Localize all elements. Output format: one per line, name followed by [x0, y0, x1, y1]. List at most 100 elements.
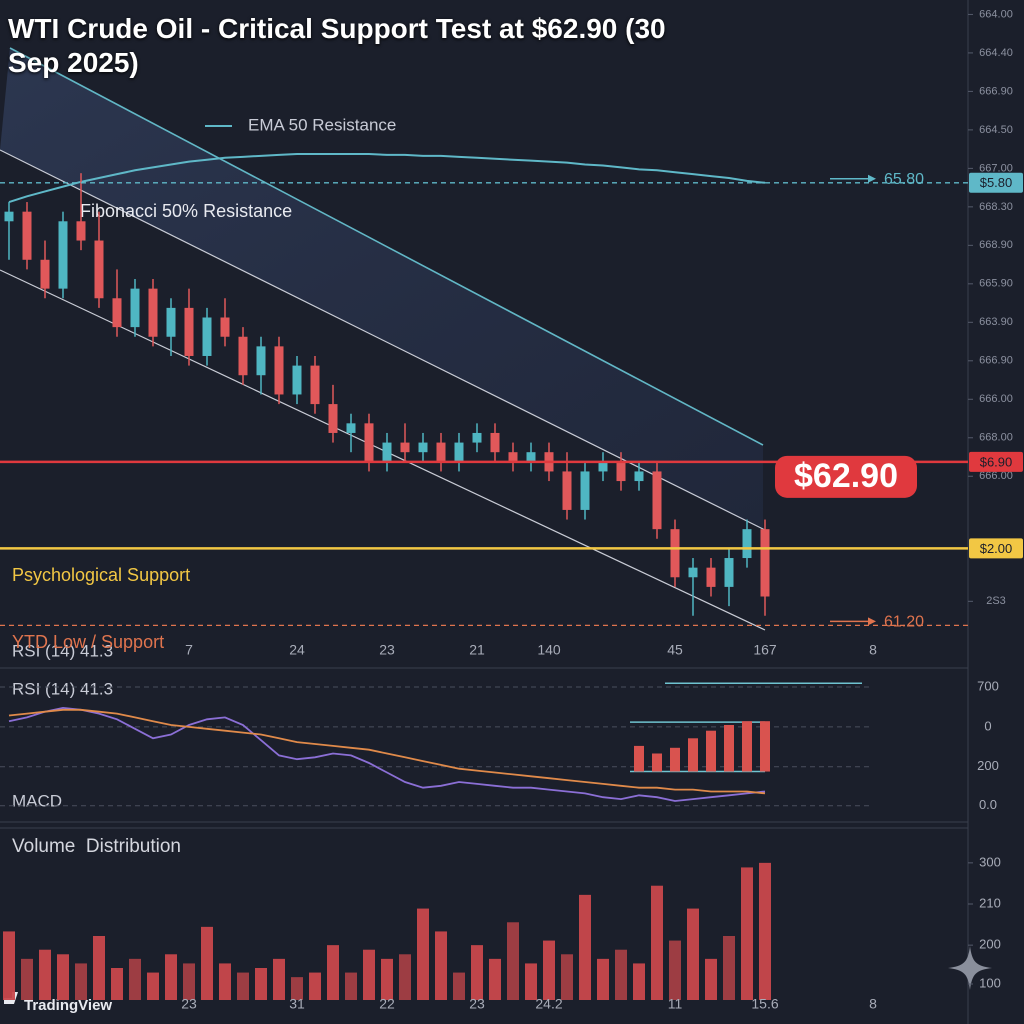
y-tick-label: 667.00 [979, 162, 1013, 174]
volume-bar [165, 954, 177, 1000]
volume-bar [723, 936, 735, 1000]
candle-body [166, 307, 176, 337]
x-tick-label: 7 [185, 642, 193, 658]
volume-bar [687, 908, 699, 1000]
indicator-label: RSI (14) 41.3 [12, 641, 113, 660]
y-tick-label: 666.90 [979, 85, 1013, 97]
volume-bar [453, 972, 465, 1000]
volume-bar [345, 972, 357, 1000]
annotation: Fibonacci 50% Resistance [80, 201, 292, 221]
indicator-line [8, 708, 766, 795]
candle-body [130, 288, 140, 328]
x-tick-label: 45 [667, 642, 683, 658]
candle-body [526, 452, 536, 462]
y-tick-label: 2S3 [986, 595, 1006, 607]
volume-bar [471, 945, 483, 1000]
histogram-bar [652, 753, 662, 772]
y-tick-label: 664.00 [979, 8, 1013, 20]
volume-bar [309, 972, 321, 1000]
candle-body [382, 442, 392, 462]
y-tick-label: 700 [977, 678, 999, 693]
x-tick-label: 23 [469, 996, 485, 1012]
volume-bar [39, 949, 51, 1000]
price-tag-label: $6.90 [980, 454, 1013, 469]
x-tick-label: 167 [753, 642, 777, 658]
candle-body [4, 211, 14, 222]
candle-body [436, 442, 446, 462]
histogram-bar [760, 721, 770, 772]
histogram-bar [742, 721, 752, 772]
y-tick-label: 668.00 [979, 432, 1013, 444]
panel-label: MACD [12, 791, 62, 810]
price-badge-label: $62.90 [794, 457, 898, 495]
volume-bar [255, 968, 267, 1000]
x-tick-label: 15.6 [751, 996, 778, 1012]
candle-body [454, 442, 464, 462]
histogram-bar [634, 745, 644, 772]
x-tick-label: 140 [537, 642, 561, 658]
candle-body [40, 259, 50, 289]
x-tick-label: 24 [289, 642, 305, 658]
x-tick-label: 8 [869, 642, 877, 658]
candle-body [598, 461, 608, 472]
y-tick-label: 200 [979, 937, 1001, 952]
volume-bar [489, 958, 501, 1000]
volume-bar [615, 949, 627, 1000]
histogram-bar [724, 725, 734, 772]
histogram-bar [688, 738, 698, 772]
chart-title: WTI Crude Oil - Critical Support Test at… [8, 13, 666, 78]
candle-body [490, 432, 500, 453]
y-tick-label: 300 [979, 854, 1001, 869]
candle-body [418, 442, 428, 453]
histogram-bar [706, 730, 716, 772]
panel-title: RSI (14) 41.3 [12, 679, 113, 698]
volume-bar [219, 963, 231, 1000]
channel-shade [0, 48, 763, 530]
volume-bar [129, 958, 141, 1000]
y-tick-label: 668.90 [979, 239, 1013, 251]
volume-bar [741, 867, 753, 1000]
histogram-bar [670, 747, 680, 772]
arrow-head [868, 174, 876, 183]
x-tick-label: 22 [379, 996, 395, 1012]
volume-bar [579, 894, 591, 1000]
x-tick-label: 23 [181, 996, 197, 1012]
level-text: Psychological Support [12, 565, 190, 585]
y-tick-label: 665.90 [979, 278, 1013, 290]
volume-bar [543, 940, 555, 1000]
price-tag [969, 538, 1023, 559]
panel-title: Volume Distribution [12, 836, 181, 857]
volume-bar [201, 926, 213, 1000]
y-tick-label: 664.50 [979, 124, 1013, 136]
volume-bar [381, 958, 393, 1000]
volume-bar [3, 931, 15, 1000]
candle-body [634, 471, 644, 482]
level-label: 61.20 [884, 614, 924, 631]
volume-bar [183, 963, 195, 1000]
ema-line [8, 152, 766, 203]
candle-body [202, 317, 212, 356]
y-tick-label: 0 [984, 718, 991, 733]
volume-bar [327, 945, 339, 1000]
price-tag [969, 172, 1023, 193]
volume-bar [93, 936, 105, 1000]
candle-body [400, 442, 410, 453]
x-tick-label: 24.2 [535, 996, 562, 1012]
candle-body [292, 365, 302, 395]
candle-body [238, 336, 248, 376]
y-tick-label: 666.00 [979, 393, 1013, 405]
candle-body [742, 529, 752, 559]
candle-body [112, 298, 122, 328]
x-tick-label: 23 [379, 642, 395, 658]
volume-bar [525, 963, 537, 1000]
volume-bar [75, 963, 87, 1000]
price-tag-label: $5.80 [980, 175, 1013, 190]
candle-body [76, 221, 86, 241]
brand: TradingView [24, 997, 112, 1014]
volume-bar [237, 972, 249, 1000]
candle-body [256, 346, 266, 376]
volume-bar [669, 940, 681, 1000]
candle-body [616, 461, 626, 482]
